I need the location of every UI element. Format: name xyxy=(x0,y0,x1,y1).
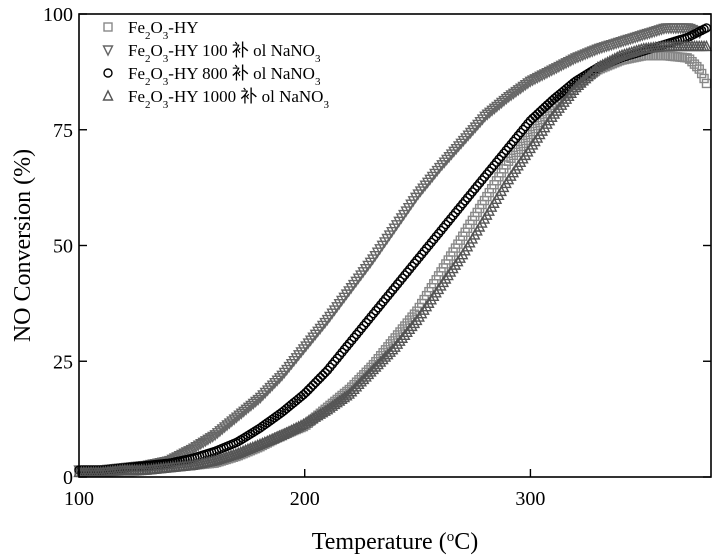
x-axis-label-degree: o xyxy=(447,529,455,545)
data-point xyxy=(517,142,525,150)
x-axis-label: Temperature (oC) xyxy=(312,529,478,555)
legend-item: Fe2O3-HY 100 补 ol NaNO3 xyxy=(104,41,321,65)
data-point xyxy=(529,128,537,136)
data-point xyxy=(534,122,542,130)
legend: Fe2O3-HYFe2O3-HY 100 补 ol NaNO3Fe2O3-HY … xyxy=(104,18,330,111)
x-axis-label-unit: C) xyxy=(454,529,478,555)
legend-marker xyxy=(104,69,112,77)
data-point xyxy=(702,79,710,87)
x-tick-label: 100 xyxy=(64,488,94,510)
legend-label: Fe2O3-HY 1000 补 ol NaNO3 xyxy=(128,87,329,111)
data-point xyxy=(531,125,539,133)
data-point xyxy=(509,151,517,159)
series-1 xyxy=(75,52,710,477)
legend-marker xyxy=(104,46,113,55)
data-point xyxy=(700,74,708,82)
series-4 xyxy=(75,41,711,476)
legend-marker xyxy=(104,23,112,31)
data-point xyxy=(521,136,529,144)
data-point xyxy=(524,133,532,141)
legend-label: Fe2O3-HY xyxy=(128,18,199,42)
x-tick-label: 200 xyxy=(290,488,320,510)
data-point xyxy=(512,148,520,156)
legend-marker xyxy=(104,91,113,100)
x-tick-label: 300 xyxy=(515,488,545,510)
legend-label: Fe2O3-HY 100 补 ol NaNO3 xyxy=(128,41,321,65)
y-tick-label: 0 xyxy=(63,467,73,489)
data-point xyxy=(514,145,522,153)
legend-label: Fe2O3-HY 800 补 ol NaNO3 xyxy=(128,64,321,88)
plot-frame xyxy=(79,14,711,477)
x-axis-label-text: Temperature ( xyxy=(312,529,447,555)
data-point xyxy=(526,131,534,139)
data-point xyxy=(519,139,527,147)
y-tick-label: 75 xyxy=(53,120,73,142)
y-tick-label: 100 xyxy=(43,4,73,26)
legend-item: Fe2O3-HY xyxy=(104,18,199,42)
y-tick-label: 25 xyxy=(53,351,73,373)
legend-item: Fe2O3-HY 1000 补 ol NaNO3 xyxy=(104,87,330,111)
no-conversion-chart: 1002003000255075100 Fe2O3-HYFe2O3-HY 100… xyxy=(0,0,717,560)
y-tick-label: 50 xyxy=(53,236,73,258)
y-axis-label: NO Conversion (%) xyxy=(10,149,36,342)
legend-item: Fe2O3-HY 800 补 ol NaNO3 xyxy=(104,64,321,88)
